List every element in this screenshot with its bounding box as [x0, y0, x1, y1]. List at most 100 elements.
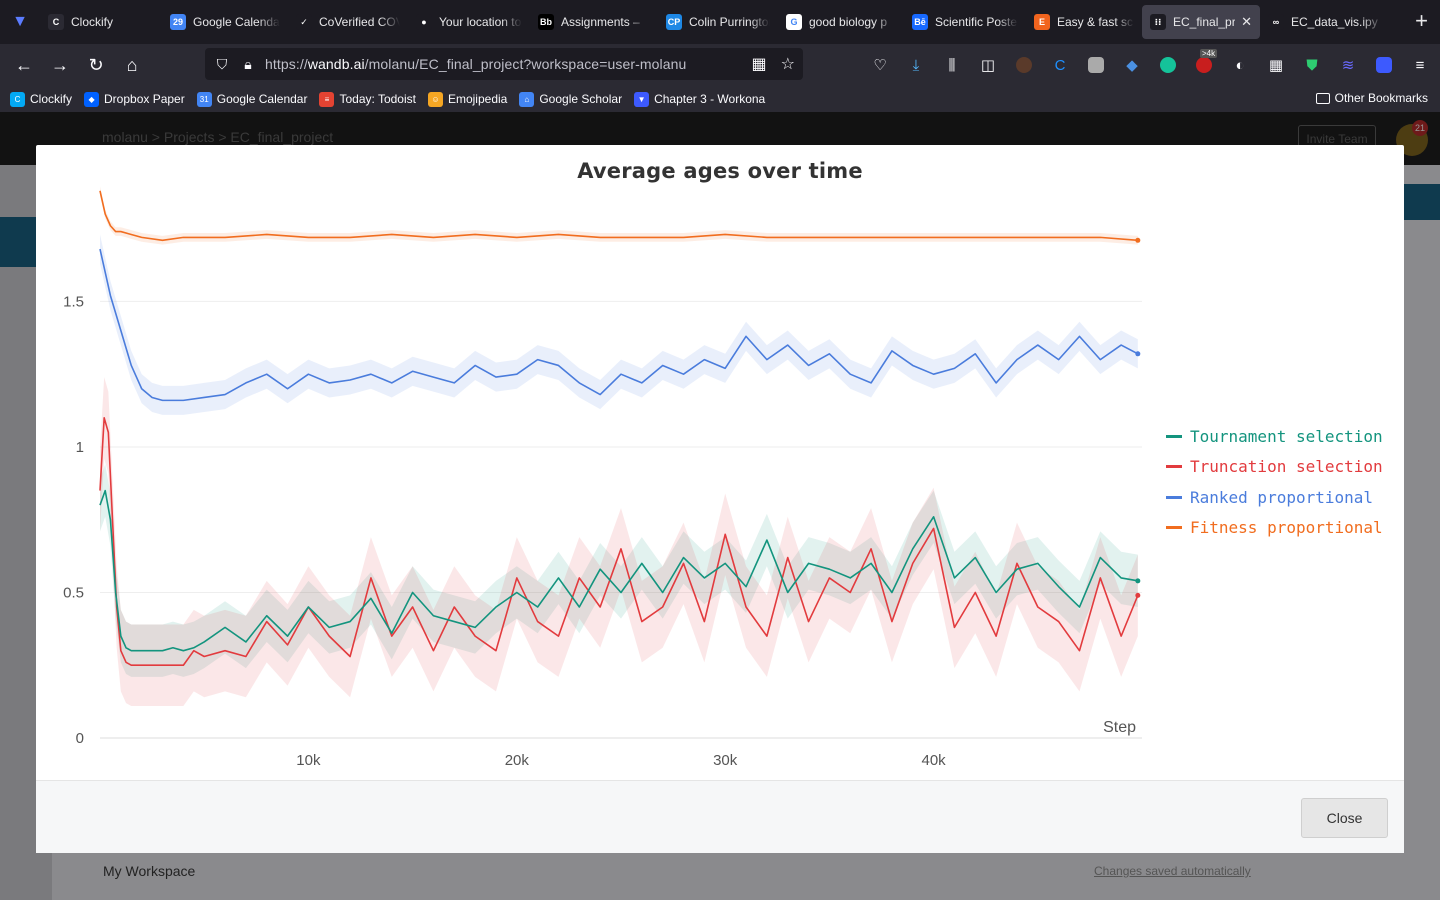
tab-bar: ▼ C Clockify 29 Google Calendar ✓ CoVerified …: [0, 0, 1440, 44]
saved-status: Changes saved automatically: [1094, 864, 1251, 878]
bookmark-favicon-icon: 31: [196, 91, 212, 107]
url-bar[interactable]: ⛉ 🔒︎ https://wandb.ai/molanu/EC_final_pr…: [205, 48, 803, 80]
browser-tab[interactable]: Bb Assignments –: [530, 5, 658, 39]
close-button[interactable]: Close: [1301, 798, 1388, 838]
legend-item[interactable]: Tournament selection: [1166, 421, 1383, 452]
series-band: [100, 234, 1138, 415]
other-bookmarks[interactable]: Other Bookmarks: [1315, 91, 1428, 105]
back-button[interactable]: ←: [15, 54, 33, 75]
x-tick-label: 40k: [922, 752, 947, 769]
bookmark-item[interactable]: ≡ Today: Todoist: [319, 91, 416, 107]
tab-label: EC_final_pro: [1173, 15, 1236, 29]
legend-item[interactable]: Truncation selection: [1166, 452, 1383, 483]
forward-button[interactable]: →: [51, 54, 69, 75]
browser-tab[interactable]: E Easy & fast scie: [1026, 5, 1142, 39]
extension-globe-icon[interactable]: ◐: [1235, 56, 1245, 74]
tracking-shield-icon[interactable]: ⛉: [216, 55, 228, 72]
tab-favicon-icon: ⁝⁝: [1150, 14, 1166, 30]
browser-tab[interactable]: ⁝⁝ EC_final_pro ✕: [1142, 5, 1260, 39]
tab-label: CoVerified COV: [319, 15, 400, 29]
tab-favicon-icon: C: [48, 14, 64, 30]
breadcrumb: molanu > Projects > EC_final_project: [102, 129, 334, 145]
qr-icon[interactable]: ▦: [751, 56, 767, 73]
bookmark-item[interactable]: ⌂ Google Scholar: [519, 91, 623, 107]
extension-c-icon[interactable]: C: [1054, 56, 1066, 74]
chart-modal: Average ages over time 0 0.5 1 1.5 10k 20k 30k…: [36, 145, 1404, 853]
y-tick-label: 0.5: [63, 584, 84, 601]
browser-tab[interactable]: C Clockify: [40, 5, 162, 39]
legend-label: Tournament selection: [1190, 426, 1383, 446]
notification-badge: 21: [1412, 120, 1428, 136]
tab-label: good biology p: [809, 15, 888, 29]
bookmark-favicon-icon: ≡: [319, 91, 335, 107]
bookmark-item[interactable]: ◆ Dropbox Paper: [84, 91, 185, 107]
extension-box-icon[interactable]: [1366, 49, 1402, 81]
bookmark-item[interactable]: ☺ Emojipedia: [427, 91, 508, 107]
bookmark-label: Emojipedia: [447, 92, 508, 106]
series-end-point: [1135, 237, 1141, 243]
bookmark-label: Dropbox Paper: [104, 92, 185, 106]
browser-tab[interactable]: Bē Scientific Poste: [904, 5, 1026, 39]
series-line: [99, 489, 1138, 652]
lock-icon[interactable]: 🔒︎: [244, 55, 252, 72]
home-button[interactable]: ⌂: [126, 54, 138, 75]
pocket-icon[interactable]: ♡: [873, 57, 887, 74]
tab-label: Scientific Poste: [935, 15, 1018, 29]
series-end-point: [1135, 592, 1141, 598]
line-chart: 0 0.5 1 1.5 10k 20k 30k 40k Step: [63, 186, 1142, 769]
workona-icon[interactable]: ▼: [12, 13, 28, 30]
url-text[interactable]: https://wandb.ai/molanu/EC_final_project…: [265, 56, 687, 72]
extensions-grid-icon[interactable]: ▦: [1268, 57, 1284, 74]
reload-button[interactable]: ↻: [88, 54, 104, 75]
sidebar-icon[interactable]: ◫: [980, 57, 996, 74]
tab-label: Google Calendar: [193, 15, 280, 29]
series-end-point: [1135, 578, 1141, 584]
navigation-bar: ← → ↻ ⌂ ⛉ 🔒︎ https://wandb.ai/molanu/EC_…: [0, 44, 1440, 86]
bookmark-label: Google Scholar: [539, 92, 623, 106]
series-end-point: [1135, 351, 1141, 357]
chart-legend: Tournament selection Truncation selection…: [1166, 421, 1383, 543]
extension-play-icon[interactable]: [1078, 49, 1114, 81]
new-tab-button[interactable]: +: [1415, 8, 1428, 33]
browser-tab[interactable]: ● Your location to: [408, 5, 530, 39]
tab-label: EC_data_vis.ipy: [1291, 15, 1378, 29]
bookmark-favicon-icon: ⌂: [519, 91, 535, 107]
series-line: [99, 190, 1138, 242]
library-icon[interactable]: ⫼: [948, 56, 956, 74]
bookmark-star-icon[interactable]: ☆: [780, 56, 795, 73]
x-axis-label: Step: [1103, 719, 1136, 736]
browser-tab[interactable]: 29 Google Calendar: [162, 5, 288, 39]
folder-icon: [1315, 92, 1330, 104]
bookmark-favicon-icon: ☺: [427, 91, 443, 107]
legend-item[interactable]: Fitness proportional: [1166, 513, 1383, 544]
browser-tab[interactable]: ∞ EC_data_vis.ipy: [1260, 5, 1392, 39]
bookmark-favicon-icon: ▼: [634, 91, 650, 107]
tab-favicon-icon: Bē: [912, 14, 928, 30]
legend-label: Ranked proportional: [1190, 487, 1374, 507]
legend-item[interactable]: Ranked proportional: [1166, 482, 1383, 513]
grammarly-icon[interactable]: [1150, 49, 1186, 81]
browser-tab[interactable]: CP Colin Purrington: [658, 5, 778, 39]
bookmark-item[interactable]: C Clockify: [10, 91, 72, 107]
tab-favicon-icon: Bb: [538, 14, 554, 30]
extension-pirate-icon[interactable]: [1006, 49, 1042, 81]
legend-label: Fitness proportional: [1190, 518, 1383, 538]
extension-diamond-icon[interactable]: ◆: [1126, 57, 1138, 74]
tab-label: Colin Purrington: [689, 15, 770, 29]
workspace-label: My Workspace: [103, 863, 196, 879]
x-tick-label: 10k: [296, 752, 321, 769]
adblock-icon[interactable]: >4k: [1186, 49, 1222, 81]
bookmarks-bar: C Clockify ◆ Dropbox Paper 31 Google Calendar…: [0, 86, 1440, 112]
extension-shield-icon[interactable]: ⛊: [1306, 56, 1318, 74]
x-tick-label: 20k: [505, 752, 530, 769]
bookmark-item[interactable]: ▼ Chapter 3 - Workona: [634, 91, 766, 107]
browser-tab[interactable]: ✓ CoVerified COV: [288, 5, 408, 39]
bookmark-item[interactable]: 31 Google Calendar: [196, 91, 307, 107]
menu-icon[interactable]: ≡: [1415, 56, 1425, 74]
close-tab-icon[interactable]: ✕: [1241, 14, 1252, 29]
bookmark-label: Chapter 3 - Workona: [654, 92, 766, 106]
extension-layers-icon[interactable]: ≋: [1341, 57, 1355, 74]
series-band: [100, 377, 1138, 706]
download-icon[interactable]: ⤓: [912, 56, 920, 74]
